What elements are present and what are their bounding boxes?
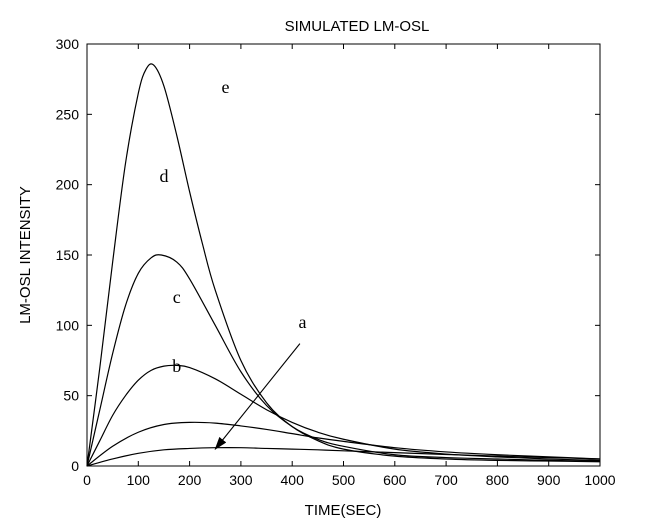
x-tick-label: 600 bbox=[383, 472, 407, 488]
x-tick-label: 900 bbox=[537, 472, 561, 488]
curve-label-b: b bbox=[172, 356, 181, 376]
x-tick-label: 500 bbox=[332, 472, 356, 488]
y-tick-label: 0 bbox=[71, 458, 79, 474]
y-axis-ticks: 0 50 100 150 200 250 300 bbox=[56, 36, 600, 474]
curve-label-a: a bbox=[298, 312, 306, 332]
series-lines bbox=[86, 63, 601, 467]
x-tick-label: 1000 bbox=[584, 472, 615, 488]
chart-title: SIMULATED LM-OSL bbox=[285, 18, 430, 35]
y-tick-label: 250 bbox=[56, 106, 80, 122]
y-tick-label: 100 bbox=[56, 317, 80, 333]
x-tick-label: 700 bbox=[434, 472, 458, 488]
x-tick-label: 100 bbox=[127, 472, 151, 488]
y-tick-label: 150 bbox=[56, 247, 80, 263]
x-axis-ticks: 0 100 200 300 400 500 600 700 800 900 1000 bbox=[83, 44, 616, 488]
x-tick-label: 200 bbox=[178, 472, 202, 488]
y-axis-label: LM-OSL INTENSITY bbox=[17, 186, 34, 324]
x-tick-label: 400 bbox=[281, 472, 305, 488]
x-axis-label: TIME(SEC) bbox=[305, 502, 382, 519]
series-line-e bbox=[86, 63, 601, 467]
curve-label-c: c bbox=[173, 287, 181, 307]
y-tick-label: 300 bbox=[56, 36, 80, 52]
series-line-d bbox=[86, 254, 601, 467]
x-tick-label: 300 bbox=[229, 472, 253, 488]
x-tick-label: 800 bbox=[486, 472, 510, 488]
series-line-c bbox=[86, 364, 601, 467]
x-tick-label: 0 bbox=[83, 472, 91, 488]
trend-arrow bbox=[214, 343, 301, 450]
y-tick-label: 50 bbox=[63, 388, 79, 404]
y-tick-label: 200 bbox=[56, 177, 80, 193]
series-labels: e d c b a bbox=[159, 77, 306, 376]
curve-label-e: e bbox=[222, 77, 230, 97]
series-line-b bbox=[86, 421, 601, 467]
curve-label-d: d bbox=[159, 166, 168, 186]
